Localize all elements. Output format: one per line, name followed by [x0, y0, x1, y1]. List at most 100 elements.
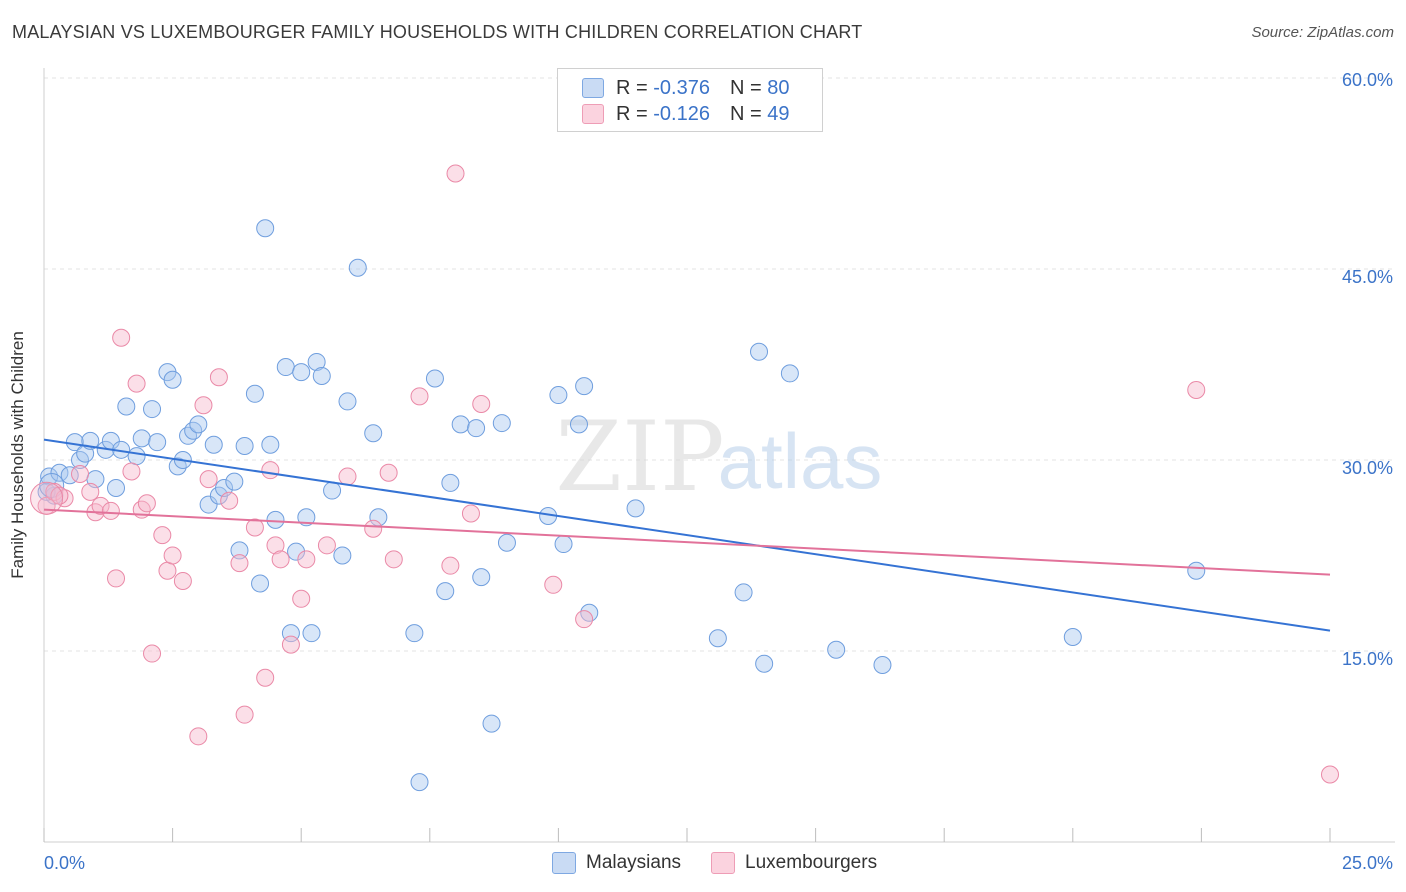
legend-swatch-malaysians: [552, 852, 576, 874]
luxembourger-point: [1187, 380, 1206, 399]
malaysian-point: [189, 415, 208, 434]
legend-row-malaysians: R = -0.376 N = 80: [582, 76, 789, 100]
luxembourgers-trend-line: [43, 508, 1331, 576]
malaysian-point: [143, 400, 162, 419]
malaysian-point: [708, 629, 727, 648]
malaysian-point: [204, 435, 223, 454]
malaysian-point: [333, 546, 352, 565]
luxembourger-point: [1321, 765, 1339, 784]
luxembourger-point: [544, 575, 563, 594]
malaysian-point: [261, 435, 280, 454]
malaysian-point: [245, 384, 264, 403]
malaysian-point: [554, 535, 573, 554]
luxembourger-point: [575, 610, 594, 629]
luxembourger-point: [256, 668, 275, 687]
luxembourger-point: [461, 504, 480, 523]
luxembourger-point: [245, 518, 264, 537]
luxembourger-point: [410, 387, 429, 406]
malaysian-point: [276, 358, 295, 377]
luxembourger-point: [55, 489, 74, 508]
luxembourger-point: [317, 536, 336, 555]
malaysian-point: [575, 377, 594, 396]
watermark-atlas: atlas: [718, 417, 883, 505]
malaysian-point: [127, 447, 146, 466]
malaysian-point: [364, 424, 383, 443]
legend-n-value: 49: [767, 102, 790, 125]
luxembourger-point: [292, 589, 311, 608]
malaysian-point: [225, 472, 244, 491]
legend-n-label: N =: [729, 102, 762, 125]
legend-swatch-malaysians: [582, 78, 604, 98]
axes: [43, 68, 1395, 843]
malaysian-point: [626, 499, 645, 518]
malaysian-point: [549, 386, 568, 405]
luxembourger-point: [189, 727, 208, 746]
luxembourger-point: [158, 561, 177, 580]
malaysian-point: [348, 258, 367, 277]
malaysian-point: [1063, 627, 1082, 646]
legend-row-luxembourgers: R = -0.126 N = 49: [582, 102, 789, 126]
malaysian-point: [307, 352, 326, 371]
legend-r-label: R =: [616, 76, 648, 99]
malaysian-point: [750, 342, 769, 361]
source-label: Source: ZipAtlas.com: [1251, 24, 1394, 41]
malaysian-point: [256, 219, 275, 238]
malaysian-point: [235, 436, 254, 455]
luxembourger-point: [338, 467, 357, 486]
luxembourger-point: [137, 494, 156, 513]
luxembourger-point: [81, 482, 100, 501]
luxembourger-point: [50, 486, 69, 505]
malaysian-point: [497, 533, 516, 552]
luxembourger-point: [441, 556, 460, 575]
luxembourger-point: [281, 635, 300, 654]
series-legend: Malaysians Luxembourgers: [552, 852, 907, 874]
malaysian-point: [292, 363, 311, 382]
luxembourger-point: [127, 374, 146, 393]
malaysian-point: [338, 392, 357, 411]
malaysian-point: [117, 397, 136, 416]
malaysian-point: [780, 364, 799, 383]
luxembourger-point: [261, 461, 280, 480]
malaysian-point: [50, 463, 69, 482]
malaysian-point: [251, 574, 270, 593]
malaysian-point: [1187, 561, 1206, 580]
malaysian-point: [163, 370, 182, 389]
malaysian-point: [179, 426, 198, 445]
luxembourger-point: [266, 536, 285, 555]
legend-r-label: R =: [616, 102, 648, 125]
luxembourger-point: [163, 546, 182, 565]
trend-lines: [43, 438, 1331, 632]
legend-label-luxembourgers: Luxembourgers: [745, 852, 878, 873]
luxembourger-point: [153, 526, 172, 545]
luxembourger-point: [472, 394, 491, 413]
malaysian-point: [297, 508, 316, 527]
legend-swatch-luxembourgers: [582, 104, 604, 124]
legend-item-luxembourgers[interactable]: Luxembourgers: [711, 852, 877, 874]
y-tick-label: 15.0%: [1342, 649, 1393, 669]
luxembourger-point: [199, 470, 218, 489]
y-axis-label: Family Households with Children: [8, 331, 27, 579]
luxembourger-point: [220, 491, 239, 510]
malaysian-point: [492, 414, 511, 433]
luxembourger-point: [112, 328, 131, 347]
malaysian-point: [410, 773, 429, 792]
luxembourger-point: [173, 571, 192, 590]
watermark: ZIP atlas: [555, 401, 882, 513]
malaysian-point: [302, 624, 321, 643]
malaysian-point: [436, 582, 455, 601]
luxembourger-point: [271, 550, 290, 569]
malaysian-point: [148, 433, 167, 452]
malaysian-point: [405, 624, 424, 643]
malaysian-point: [287, 542, 306, 561]
malaysian-point: [230, 541, 249, 560]
legend-item-malaysians[interactable]: Malaysians: [552, 852, 681, 874]
malaysian-point: [266, 510, 285, 529]
malaysian-point: [755, 654, 774, 673]
watermark-zip: ZIP: [555, 401, 724, 513]
tick-labels: 15.0% 30.0% 45.0% 60.0% 0.0% 25.0%: [44, 70, 1393, 873]
luxembourger-point: [446, 164, 465, 183]
y-tick-label: 60.0%: [1342, 70, 1393, 90]
malaysian-point: [873, 656, 892, 675]
luxembourger-point: [101, 501, 120, 520]
